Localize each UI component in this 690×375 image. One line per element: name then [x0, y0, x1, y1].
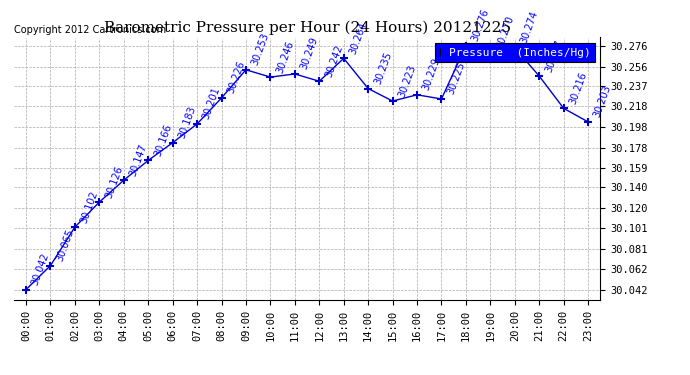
Text: 30.249: 30.249	[299, 36, 320, 71]
Text: 30.166: 30.166	[152, 123, 173, 158]
Text: 30.201: 30.201	[201, 86, 222, 121]
Text: 30.126: 30.126	[104, 164, 124, 199]
Text: 30.223: 30.223	[397, 63, 417, 98]
Text: 30.225: 30.225	[446, 61, 466, 96]
Text: 30.042: 30.042	[30, 252, 51, 287]
Title: Barometric Pressure per Hour (24 Hours) 20121225: Barometric Pressure per Hour (24 Hours) …	[104, 21, 511, 35]
Text: 30.065: 30.065	[55, 228, 76, 263]
Text: 30.226: 30.226	[226, 60, 246, 95]
Text: 30.264: 30.264	[348, 20, 369, 56]
Text: 30.246: 30.246	[275, 39, 295, 74]
Text: 30.229: 30.229	[421, 57, 442, 92]
Text: 30.274: 30.274	[519, 10, 540, 45]
Text: 30.247: 30.247	[543, 38, 564, 73]
Text: 30.270: 30.270	[495, 14, 515, 49]
Text: 30.242: 30.242	[324, 43, 344, 78]
Text: 30.276: 30.276	[470, 8, 491, 43]
Text: 30.235: 30.235	[373, 51, 393, 86]
Legend: Pressure  (Inches/Hg): Pressure (Inches/Hg)	[435, 43, 595, 62]
Text: 30.147: 30.147	[128, 142, 149, 177]
Text: 30.253: 30.253	[250, 32, 271, 67]
Text: Copyright 2012 Cartronics.com: Copyright 2012 Cartronics.com	[14, 25, 166, 35]
Text: 30.102: 30.102	[79, 189, 100, 224]
Text: 30.183: 30.183	[177, 105, 198, 140]
Text: 30.216: 30.216	[568, 70, 589, 105]
Text: 30.203: 30.203	[592, 84, 613, 119]
